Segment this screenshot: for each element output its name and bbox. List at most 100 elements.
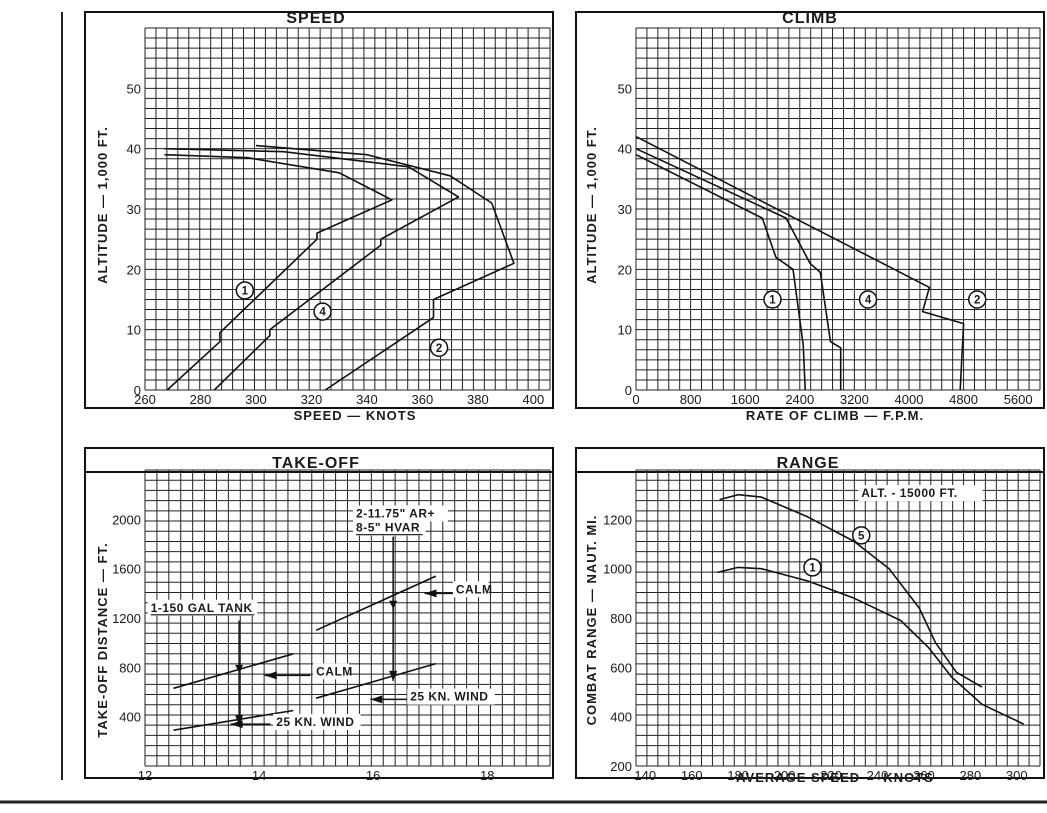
takeoff-series-line xyxy=(315,662,437,699)
climb-x-tick-label: 2400 xyxy=(785,392,814,407)
range-x-axis-label: AVERAGE SPEED — KNOTS xyxy=(736,770,934,785)
speed-grid xyxy=(144,27,551,391)
chart-panel-speed: SPEED 260 280 300 320 340 360 380 400 0 10 20 30 40 50… xyxy=(84,10,554,423)
takeoff-guide-arrowhead xyxy=(389,600,398,609)
speed-x-tick-label: 340 xyxy=(356,392,378,407)
range-y-tick-label: 200 xyxy=(610,759,632,774)
speed-x-axis-label: SPEED — KNOTS xyxy=(294,408,417,423)
range-curve-marker-circle xyxy=(851,526,871,545)
takeoff-pointer-arrowhead xyxy=(424,589,437,598)
climb-series-line xyxy=(635,135,965,391)
takeoff-pointer-arrowhead xyxy=(230,720,243,729)
takeoff-title: TAKE-OFF xyxy=(272,455,360,472)
climb-y-tick-label: 50 xyxy=(618,81,632,96)
range-y-tick-label: 400 xyxy=(610,710,632,725)
climb-curve-marker-label: 1 xyxy=(769,295,776,307)
chart-panel-range: RANGE 140 160 180 200 220 240 260 280 300 200 400 60… xyxy=(575,447,1045,785)
range-x-tick-label: 260 xyxy=(913,768,935,783)
range-curve-marker-circle xyxy=(803,558,822,577)
climb-x-tick-label: 800 xyxy=(680,392,702,407)
chart-panel-takeoff: TAKE-OFF 12 14 16 18 400 800 1200 1600 2000TAKE-O… xyxy=(84,447,554,783)
takeoff-grid xyxy=(144,469,551,767)
takeoff-y-tick-label: 1200 xyxy=(112,611,141,626)
takeoff-annotation-bg xyxy=(313,663,349,680)
takeoff-x-tick-label: 16 xyxy=(366,768,380,783)
speed-y-tick-label: 40 xyxy=(127,142,141,157)
speed-y-axis-label: ALTITUDE — 1,000 FT. xyxy=(95,126,110,284)
speed-y-tick-label: 10 xyxy=(127,323,141,338)
speed-x-tick-label: 320 xyxy=(301,392,323,407)
range-x-tick-label: 160 xyxy=(681,768,703,783)
takeoff-y-tick-label: 800 xyxy=(119,660,141,675)
speed-curve-marker-circle xyxy=(429,338,449,358)
takeoff-y-axis-label: TAKE-OFF DISTANCE — FT. xyxy=(95,542,110,737)
range-curve-marker-label: 5 xyxy=(858,530,865,542)
range-x-tick-label: 300 xyxy=(1006,768,1028,783)
climb-x-tick-label: 4800 xyxy=(949,392,978,407)
takeoff-annotation-bg xyxy=(407,688,495,705)
range-x-tick-label: 140 xyxy=(634,768,656,783)
climb-y-axis-label: ALTITUDE — 1,000 FT. xyxy=(584,126,599,284)
takeoff-annotation-text: 1-150 GAL TANK xyxy=(151,601,253,615)
speed-curve-marker-label: 4 xyxy=(319,307,326,319)
takeoff-guide-arrowhead xyxy=(235,715,244,726)
takeoff-x-tick-label: 18 xyxy=(480,768,494,783)
climb-y-tick-label: 0 xyxy=(625,383,632,398)
climb-curve-marker-label: 4 xyxy=(865,295,872,307)
range-title: RANGE xyxy=(777,455,840,472)
climb-y-tick-label: 30 xyxy=(618,202,632,217)
speed-x-tick-label: 260 xyxy=(134,392,156,407)
takeoff-annotation-bg xyxy=(273,713,361,730)
climb-x-tick-label: 0 xyxy=(632,392,639,407)
chart-panel-climb: CLIMB 0 800 1600 2400 3200 4000 4800 5600 0 10 20 30… xyxy=(575,10,1045,423)
climb-x-tick-label: 3200 xyxy=(840,392,869,407)
speed-x-tick-label: 380 xyxy=(467,392,489,407)
speed-x-tick-label: 300 xyxy=(245,392,267,407)
takeoff-series-line xyxy=(315,575,437,632)
climb-curve-marker-label: 2 xyxy=(974,295,980,307)
speed-y-tick-label: 30 xyxy=(127,202,141,217)
climb-x-axis-label: RATE OF CLIMB — F.P.M. xyxy=(746,408,924,423)
climb-series-line xyxy=(635,147,842,390)
speed-series-line xyxy=(164,153,393,391)
speed-panel-frame xyxy=(84,11,554,409)
climb-series-line xyxy=(635,153,806,391)
speed-y-tick-label: 50 xyxy=(127,81,141,96)
takeoff-series-line xyxy=(173,653,294,690)
climb-y-tick-label: 40 xyxy=(618,142,632,157)
range-series-line xyxy=(719,493,983,688)
takeoff-annotation-text: 8-5" HVAR xyxy=(356,521,420,535)
speed-y-tick-label: 0 xyxy=(134,383,141,398)
takeoff-pointer-arrowhead xyxy=(264,671,277,680)
speed-curve-marker-circle xyxy=(235,281,255,300)
range-annotation-bg xyxy=(858,485,983,502)
climb-panel-frame xyxy=(575,11,1045,409)
range-x-tick-label: 240 xyxy=(867,768,889,783)
range-series-line xyxy=(717,566,1025,725)
range-y-axis-label: COMBAT RANGE — NAUT. MI. xyxy=(584,515,599,726)
speed-series-line xyxy=(164,147,460,391)
takeoff-x-tick-label: 12 xyxy=(138,768,152,783)
speed-y-tick-label: 20 xyxy=(127,262,141,277)
climb-curve-marker-circle xyxy=(763,290,782,309)
speed-x-tick-label: 400 xyxy=(523,392,545,407)
takeoff-x-tick-label: 14 xyxy=(252,768,266,783)
takeoff-y-tick-label: 2000 xyxy=(112,512,141,527)
takeoff-y-tick-label: 400 xyxy=(119,710,141,725)
takeoff-annotation-text: 25 KN. WIND xyxy=(410,690,488,704)
speed-series-line xyxy=(255,144,515,391)
range-x-tick-label: 280 xyxy=(959,768,981,783)
speed-curve-marker-label: 2 xyxy=(436,343,442,355)
range-x-tick-label: 220 xyxy=(820,768,842,783)
takeoff-series-line xyxy=(173,709,294,731)
speed-curve-marker-circle xyxy=(313,302,332,321)
takeoff-annotation-bg xyxy=(353,519,426,536)
takeoff-annotation-text: 2-11.75" AR+ xyxy=(356,506,435,520)
takeoff-annotation-bg xyxy=(147,599,258,616)
climb-curve-marker-circle xyxy=(967,290,987,309)
range-y-tick-label: 600 xyxy=(610,660,632,675)
takeoff-guide-arrowhead xyxy=(389,670,398,681)
range-y-tick-label: 1000 xyxy=(603,562,632,577)
